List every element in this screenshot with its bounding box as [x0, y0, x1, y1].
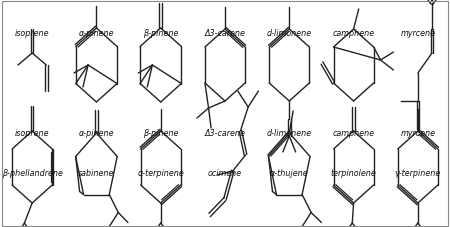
- Text: d-limonene: d-limonene: [267, 29, 312, 38]
- Text: β-phellandrene: β-phellandrene: [2, 169, 63, 178]
- Text: myrcene: myrcene: [400, 29, 435, 38]
- Text: camphene: camphene: [333, 129, 375, 138]
- Text: α-terpinene: α-terpinene: [137, 169, 184, 178]
- Text: isoprene: isoprene: [15, 29, 50, 38]
- Text: γ-terpinene: γ-terpinene: [395, 169, 441, 178]
- Text: α-pinene: α-pinene: [79, 29, 114, 38]
- Text: Δ3-carene: Δ3-carene: [205, 29, 245, 38]
- Text: sabinene: sabinene: [78, 169, 115, 178]
- Text: Δ3-carene: Δ3-carene: [205, 129, 245, 138]
- Text: ocimene: ocimene: [208, 169, 242, 178]
- Text: isoprene: isoprene: [15, 129, 50, 138]
- Text: β-pinene: β-pinene: [143, 29, 178, 38]
- Text: α-thujene: α-thujene: [270, 169, 309, 178]
- Text: terpinolene: terpinolene: [331, 169, 377, 178]
- Text: d-limonene: d-limonene: [267, 129, 312, 138]
- Text: α-pinene: α-pinene: [79, 129, 114, 138]
- Text: myrcene: myrcene: [400, 129, 435, 138]
- Text: β-pinene: β-pinene: [143, 129, 178, 138]
- Text: camphene: camphene: [333, 29, 375, 38]
